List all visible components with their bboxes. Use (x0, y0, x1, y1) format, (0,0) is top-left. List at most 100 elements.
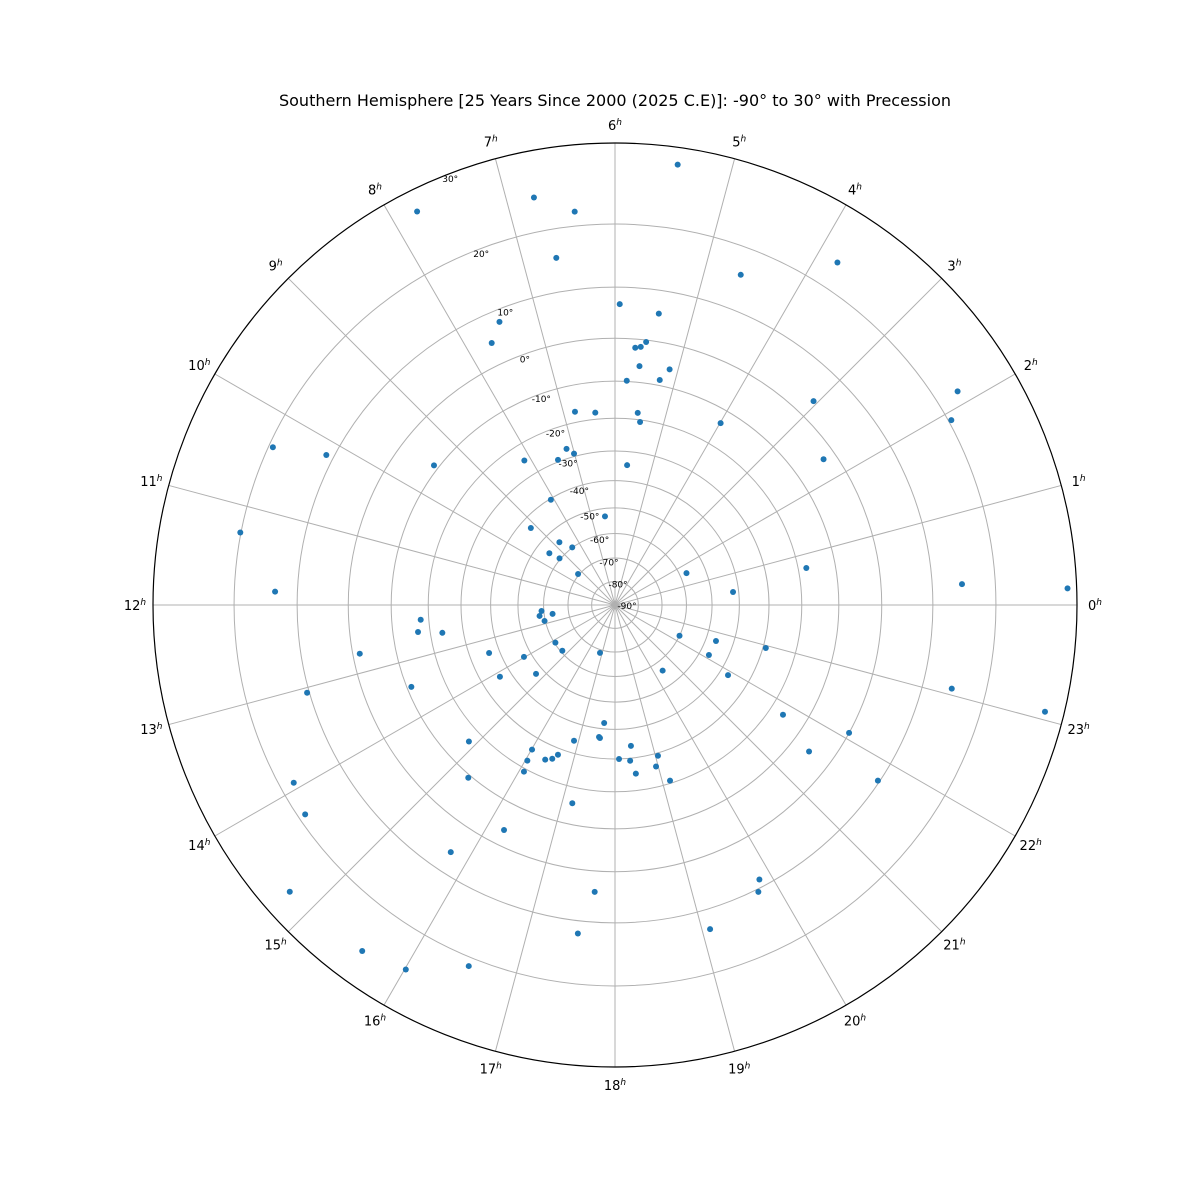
data-point (737, 271, 744, 278)
data-point (656, 376, 663, 383)
data-point (592, 409, 599, 416)
grid-spoke (214, 604, 616, 837)
data-point (571, 737, 578, 744)
data-point (623, 377, 630, 384)
r-tick-label: -10° (532, 395, 551, 405)
data-point (549, 610, 556, 617)
data-point (596, 735, 603, 742)
data-point (430, 462, 437, 469)
data-point (290, 779, 297, 786)
grid-spoke (614, 158, 736, 606)
data-point (730, 588, 737, 595)
data-point (712, 638, 719, 645)
grid-spoke (214, 373, 616, 606)
data-point (465, 738, 472, 745)
data-point (571, 408, 578, 415)
theta-tick-label: 14h (188, 838, 211, 854)
data-point (846, 729, 853, 736)
grid-spoke (494, 158, 616, 606)
theta-tick-label: 10h (188, 358, 211, 374)
data-point (632, 344, 639, 351)
chart-title: Southern Hemisphere [25 Years Since 2000… (278, 91, 951, 110)
data-point (569, 544, 576, 551)
data-point (414, 208, 421, 215)
plot-frame (152, 142, 1078, 1068)
data-point (667, 777, 674, 784)
grid-spoke (168, 604, 616, 726)
data-point (601, 719, 608, 726)
data-point (520, 768, 527, 775)
data-point (571, 208, 578, 215)
r-tick-label: 10° (497, 308, 513, 318)
theta-tick-label: 0h (1088, 598, 1102, 614)
theta-tick-label: 15h (264, 937, 287, 953)
theta-tick-label: 17h (480, 1062, 503, 1078)
data-point (1064, 585, 1071, 592)
data-point (725, 672, 732, 679)
data-point (820, 456, 827, 463)
data-point (717, 420, 724, 427)
data-point (488, 339, 495, 346)
r-tick-label: 30° (442, 175, 458, 185)
theta-tick-label: 4h (848, 182, 862, 198)
data-point (874, 777, 881, 784)
data-point (554, 751, 561, 758)
grid-spoke (614, 204, 847, 606)
data-point (524, 757, 531, 764)
data-point (597, 649, 604, 656)
data-point (616, 301, 623, 308)
r-tick-label: 0° (520, 356, 530, 366)
data-point (637, 343, 644, 350)
data-point (1041, 708, 1048, 715)
data-point (529, 746, 536, 753)
data-point (417, 616, 424, 623)
data-point (634, 409, 641, 416)
data-point (569, 800, 576, 807)
theta-tick-label: 9h (269, 259, 283, 275)
r-tick-label: -30° (558, 460, 577, 470)
theta-tick-label: 19h (728, 1062, 751, 1078)
r-tick-label: -80° (608, 580, 627, 590)
data-point (496, 673, 503, 680)
data-point (439, 629, 446, 636)
data-point (536, 612, 543, 619)
data-point (575, 570, 582, 577)
r-tick-label: -20° (546, 429, 565, 439)
data-point (538, 607, 545, 614)
data-point (707, 926, 714, 933)
grid-spoke (383, 604, 616, 1006)
data-point (496, 318, 503, 325)
theta-tick-label: 21h (943, 937, 966, 953)
grid-spoke (614, 604, 1016, 837)
data-point (755, 888, 762, 895)
data-point (563, 445, 570, 452)
theta-tick-label: 23h (1068, 722, 1091, 738)
grid-spoke (614, 373, 1016, 606)
data-point (465, 774, 472, 781)
data-point (465, 963, 472, 970)
grid-spoke (614, 604, 1062, 726)
data-point (637, 419, 644, 426)
theta-tick-label: 18h (604, 1078, 627, 1094)
grid-spoke (287, 277, 616, 606)
grid-spoke (614, 604, 847, 1006)
data-point (556, 555, 563, 562)
data-point (643, 338, 650, 345)
data-point (447, 849, 454, 856)
r-tick-label: 20° (473, 250, 489, 260)
theta-tick-label: 22h (1020, 838, 1043, 854)
theta-tick-label: 7h (484, 134, 498, 150)
data-point (553, 254, 560, 261)
data-point (542, 756, 549, 763)
data-point (948, 685, 955, 692)
data-point (237, 529, 244, 536)
r-tick-label: -90° (617, 602, 636, 612)
data-point (402, 966, 409, 973)
data-point (958, 581, 965, 588)
grid-spoke (614, 604, 736, 1052)
data-point (574, 930, 581, 937)
data-point (779, 711, 786, 718)
data-point (676, 632, 683, 639)
r-tick-label: -60° (590, 536, 609, 546)
data-point (571, 450, 578, 457)
